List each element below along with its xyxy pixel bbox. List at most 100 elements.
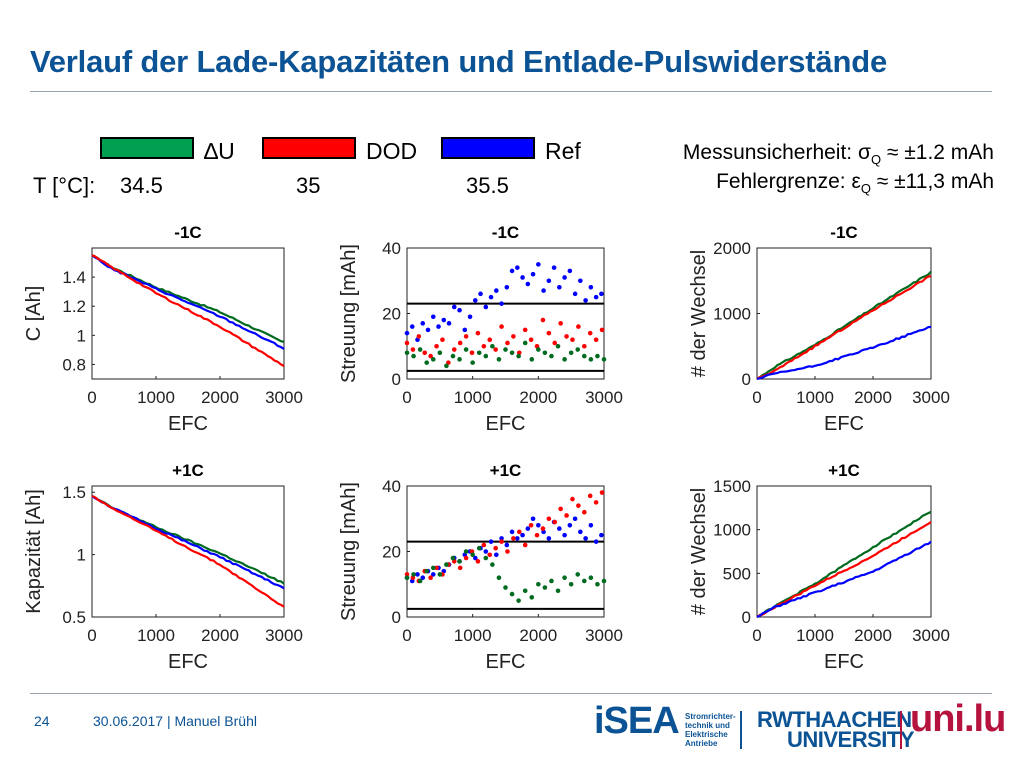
chart-2-series-1-point [593, 294, 599, 300]
chart-5-series-3-point [483, 555, 489, 561]
chart-2-series-1-point [483, 304, 489, 310]
chart-5-ylabel: Streuung [mAh] [338, 482, 360, 621]
chart-2-series-1-point [578, 278, 583, 284]
chart-2-series-2-point [570, 337, 575, 343]
legend-label-ref: Ref [545, 138, 581, 164]
chart-2-series-2-point [434, 343, 439, 349]
uncertainty-value: ≈ ±1.2 mAh [881, 141, 994, 164]
chart-2-series-1-point [404, 330, 410, 336]
chart-2-series-2-point [487, 337, 493, 343]
chart-6-series-1-line [756, 510, 932, 618]
chart-1-ytick-label: 0.8 [62, 355, 86, 374]
chart-6-ytick-label: 500 [723, 564, 751, 583]
measurement-uncertainty: Messunsicherheit: σQ ≈ ±1.2 mAh [683, 141, 994, 167]
chart-5-series-1-point [536, 523, 541, 528]
chart-2-plot-area [406, 247, 605, 380]
chart-6-plot-area [756, 485, 932, 618]
chart-4-xtick-label: 2000 [201, 626, 239, 645]
chart-5-series-1-point [530, 516, 536, 522]
chart-5-title: +1C [490, 461, 522, 480]
chart-1-plot-area [91, 247, 285, 380]
chart-2-series-1-point [467, 314, 473, 320]
chart-1-xtick-label: 0 [87, 388, 96, 407]
chart-2-xtick-label: 0 [402, 388, 411, 407]
chart-2-series-3-point [404, 350, 410, 356]
chart-5-series-1-point [520, 532, 525, 538]
chart-2-series-2-point [528, 337, 534, 343]
chart-2-series-2-point [451, 347, 457, 352]
legend-swatch-dod [262, 137, 356, 159]
chart-5-series-1-point [509, 529, 515, 535]
chart-4-xlabel: EFC [168, 651, 208, 673]
chart-2-series-1-point [551, 265, 557, 270]
chart-2-series-3-point [463, 347, 469, 352]
chart-6-ytick-label: 1500 [713, 477, 751, 496]
chart-5-series-3-point [444, 562, 449, 567]
chart-2-series-1-point [530, 271, 536, 277]
slide-title: Verlauf der Lade-Kapazitäten und Entlade… [30, 44, 887, 79]
chart-2-ytick-label: 0 [392, 370, 401, 389]
chart-2-series-2-point [540, 317, 546, 323]
chart-2-series-1-point [562, 275, 567, 280]
chart-5-series-1-point [504, 542, 510, 548]
chart-1-title: -1C [174, 223, 201, 242]
chart-2-series-2-point [404, 340, 410, 346]
chart-5-series-1-point [572, 516, 578, 522]
chart-2-series-2-point [546, 330, 552, 336]
chart-5-series-2-point [546, 516, 552, 522]
chart-5-series-3-point [568, 581, 574, 587]
chart-5-series-2-point [534, 532, 540, 538]
chart-4-ytick-label: 0.5 [62, 608, 86, 627]
chart-5-series-2-point [487, 552, 493, 558]
chart-5-series-3-point [470, 552, 475, 558]
chart-6-xtick-label: 2000 [854, 626, 892, 645]
chart-2-series-3-point [483, 353, 489, 359]
chart-5-series-1-point [578, 529, 583, 535]
chart-5-series-1-point [599, 532, 604, 538]
chart-5-series-3-point [424, 568, 430, 574]
chart-5-series-3-point [496, 575, 502, 580]
chart-4-series-3-line [91, 494, 285, 608]
logo-separator [740, 711, 742, 749]
chart-5-series-1-point [499, 536, 504, 541]
chart-3-series-2-line [756, 275, 932, 380]
chart-5-series-2-point [587, 493, 593, 499]
chart-5-series-3-point [411, 572, 416, 577]
chart-5-series-3-point [404, 575, 410, 580]
chart-5-series-1-point [562, 532, 567, 538]
chart-5-series-3-point [601, 578, 607, 584]
chart-2-series-2-point [558, 321, 563, 326]
chart-5-series-1-point [567, 523, 573, 528]
legend-label-deltau: ∆U [204, 138, 235, 164]
chart-2-ytick-label: 40 [382, 239, 401, 258]
error-limit: Fehlergrenze: εQ ≈ ±11,3 mAh [716, 170, 994, 196]
chart-1-xtick-label: 2000 [201, 388, 239, 407]
chart-2-series-3-point [516, 353, 521, 359]
chart-3-xtick-label: 2000 [854, 388, 892, 407]
chart-2-series-2-point [552, 340, 558, 346]
chart-5-series-3-point [463, 549, 469, 554]
chart-2-series-2-point [457, 340, 463, 346]
chart-2-series-1-point [472, 298, 478, 303]
chart-1-xtick-label: 3000 [265, 388, 303, 407]
date-author: 30.06.2017 | Manuel Brühl [93, 713, 257, 729]
chart-5-series-3-point [595, 581, 600, 587]
chart-2-series-3-point [555, 343, 561, 349]
chart-2-series-3-point [588, 357, 594, 362]
chart-2-series-2-point [499, 324, 504, 329]
chart-2-ytick-label: 20 [382, 305, 401, 324]
chart-4-plot-area [91, 485, 285, 618]
chart-5-xtick-label: 2000 [519, 626, 557, 645]
chart-2-series-1-point [451, 304, 457, 310]
chart-6-xlabel: EFC [824, 651, 864, 673]
chart-5-series-1-point [557, 526, 562, 531]
chart-6-title: +1C [828, 461, 860, 480]
chart-5-series-3-point [417, 578, 423, 584]
rwth-logo-line2: UNIVERSITY [787, 727, 915, 752]
chart-2-series-1-point [536, 262, 541, 267]
legend-swatch-deltau [100, 137, 194, 159]
legend-label-dod: DOD [366, 138, 418, 164]
chart-5-series-2-point [564, 513, 569, 518]
chart-4-xtick-label: 0 [87, 626, 96, 645]
chart-5-series-2-point [516, 529, 522, 535]
